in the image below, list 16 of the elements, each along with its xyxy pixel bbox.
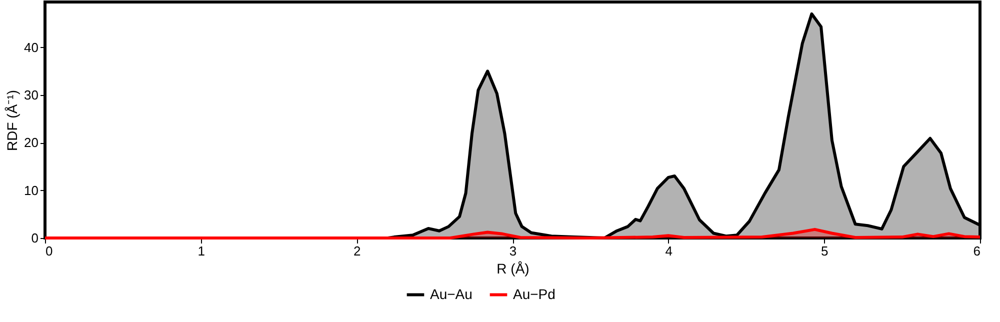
y-tick-label: 40 [24,40,38,55]
legend-label: Au−Pd [513,286,556,302]
y-axis-title: RDF (Å⁻¹) [4,90,20,151]
x-tick-label: 6 [973,244,980,258]
y-tick-label: 30 [24,87,38,102]
y-tick-label: 20 [24,135,38,150]
x-tick-label: 1 [198,244,205,258]
x-tick-label: 5 [821,244,828,258]
x-axis-title: R (Å) [496,260,530,276]
y-tick-label: 10 [24,182,38,198]
legend-label: Au−Au [430,286,472,302]
x-tick-label: 0 [46,244,53,258]
y-tick-label: 0 [31,230,38,246]
x-tick-label: 2 [354,244,361,258]
x-tick-label: 3 [509,244,517,258]
x-tick-label: 4 [665,244,672,258]
